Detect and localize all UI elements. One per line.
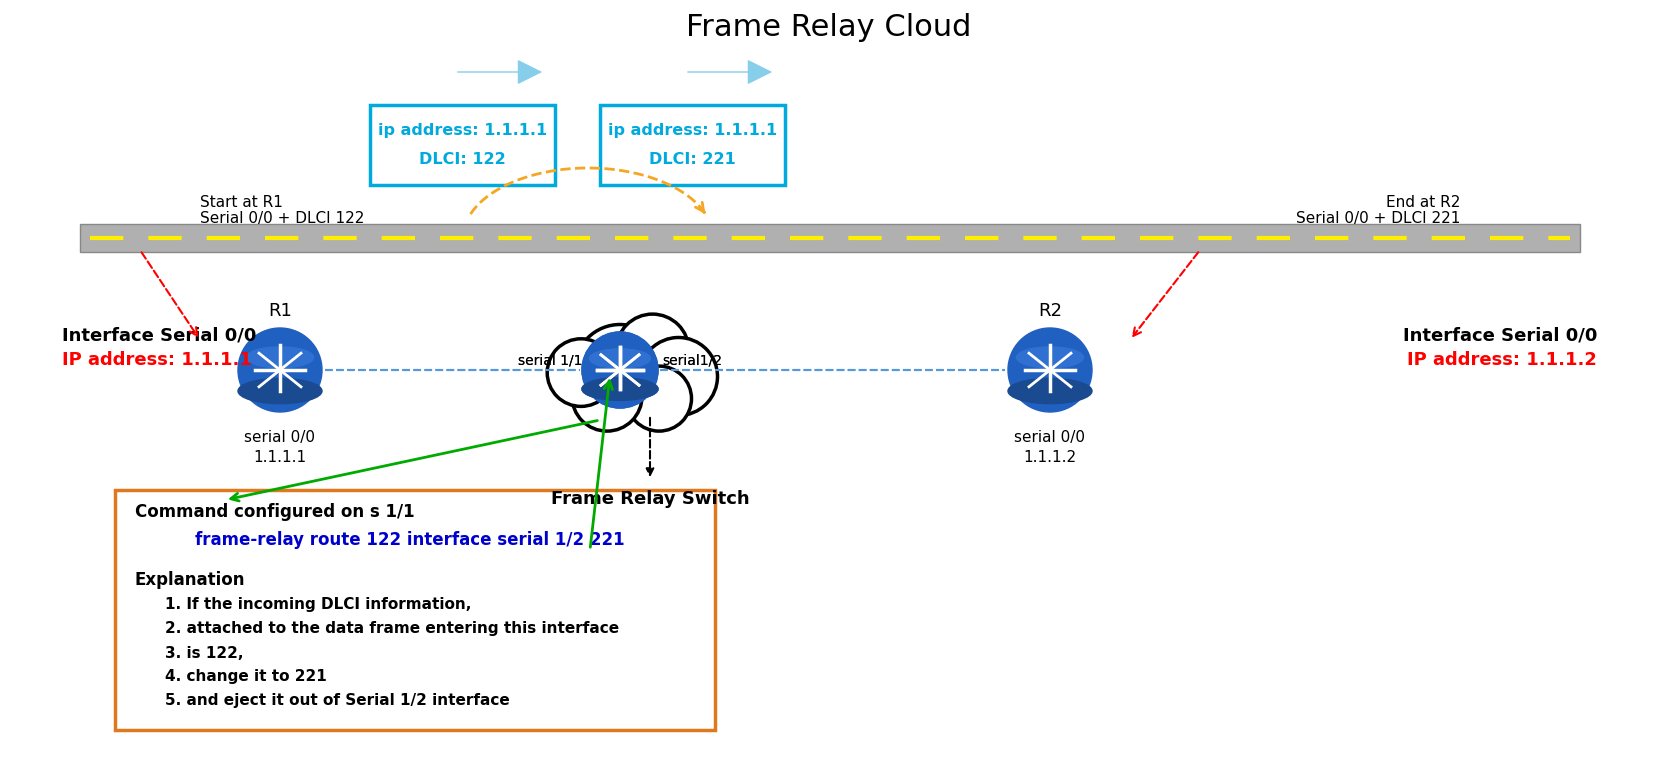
FancyBboxPatch shape xyxy=(114,490,715,730)
Text: Command configured on s 1/1: Command configured on s 1/1 xyxy=(134,503,415,521)
Text: frame-relay route 122 interface serial 1/2 221: frame-relay route 122 interface serial 1… xyxy=(196,531,625,549)
Circle shape xyxy=(627,366,692,431)
Text: serial 0/0: serial 0/0 xyxy=(244,430,315,445)
Text: Frame Relay Switch: Frame Relay Switch xyxy=(551,490,750,508)
Bar xyxy=(80,224,1579,252)
Ellipse shape xyxy=(582,377,659,401)
Text: serial 1/1: serial 1/1 xyxy=(518,353,582,367)
Text: DLCI: 122: DLCI: 122 xyxy=(420,153,506,168)
Ellipse shape xyxy=(237,379,322,404)
Text: Start at R1: Start at R1 xyxy=(201,195,284,210)
Text: Explanation: Explanation xyxy=(134,571,246,589)
Text: IP address: 1.1.1.1: IP address: 1.1.1.1 xyxy=(61,351,252,369)
Text: Serial 0/0 + DLCI 221: Serial 0/0 + DLCI 221 xyxy=(1296,211,1460,226)
Text: IP address: 1.1.1.2: IP address: 1.1.1.2 xyxy=(1407,351,1598,369)
Circle shape xyxy=(582,332,659,408)
Text: 3. is 122,: 3. is 122, xyxy=(164,645,244,660)
Circle shape xyxy=(639,338,717,415)
Circle shape xyxy=(582,332,659,408)
Text: serial1/2: serial1/2 xyxy=(662,353,722,367)
Text: DLCI: 221: DLCI: 221 xyxy=(649,153,737,168)
Circle shape xyxy=(615,314,688,387)
Circle shape xyxy=(574,325,665,415)
Ellipse shape xyxy=(582,377,659,401)
Ellipse shape xyxy=(589,349,650,368)
Text: Frame Relay Cloud: Frame Relay Cloud xyxy=(687,14,972,43)
Text: R1: R1 xyxy=(269,302,292,320)
Text: ip address: 1.1.1.1: ip address: 1.1.1.1 xyxy=(378,122,547,137)
Text: 1.1.1.1: 1.1.1.1 xyxy=(254,450,307,465)
Text: serial 0/0: serial 0/0 xyxy=(1015,430,1085,445)
Ellipse shape xyxy=(1009,379,1092,404)
Ellipse shape xyxy=(589,349,650,368)
Text: End at R2: End at R2 xyxy=(1385,195,1460,210)
Text: 4. change it to 221: 4. change it to 221 xyxy=(164,669,327,685)
Text: R2: R2 xyxy=(1039,302,1062,320)
Ellipse shape xyxy=(1017,347,1083,368)
FancyBboxPatch shape xyxy=(370,105,556,185)
Circle shape xyxy=(1009,328,1092,412)
Text: Serial 0/0 + DLCI 122: Serial 0/0 + DLCI 122 xyxy=(201,211,365,226)
Text: Interface Serial 0/0: Interface Serial 0/0 xyxy=(1402,326,1598,344)
Ellipse shape xyxy=(247,347,314,368)
Text: Interface Serial 0/0: Interface Serial 0/0 xyxy=(61,326,257,344)
FancyBboxPatch shape xyxy=(601,105,785,185)
Text: 5. and eject it out of Serial 1/2 interface: 5. and eject it out of Serial 1/2 interf… xyxy=(164,694,509,708)
Text: 1. If the incoming DLCI information,: 1. If the incoming DLCI information, xyxy=(164,597,471,613)
Text: 2. attached to the data frame entering this interface: 2. attached to the data frame entering t… xyxy=(164,622,619,637)
Text: 1.1.1.2: 1.1.1.2 xyxy=(1024,450,1077,465)
Circle shape xyxy=(572,361,642,431)
Circle shape xyxy=(547,339,615,406)
Text: ip address: 1.1.1.1: ip address: 1.1.1.1 xyxy=(607,122,776,137)
Text: serial 1/1: serial 1/1 xyxy=(518,353,582,367)
Circle shape xyxy=(237,328,322,412)
Text: serial1/2: serial1/2 xyxy=(662,353,722,367)
